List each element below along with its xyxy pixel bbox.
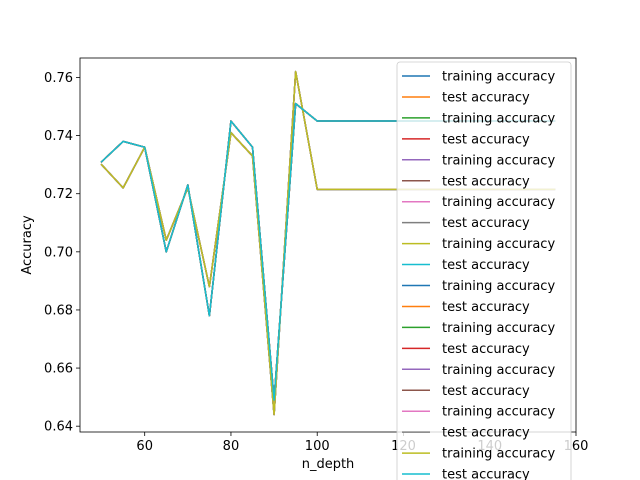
legend-entry-4: test accuracy: [442, 132, 530, 147]
legend-entry-2: test accuracy: [442, 90, 530, 105]
axes-frame: [79, 57, 577, 433]
legend-entry-19: training accuracy: [442, 447, 555, 462]
legend-entry-20: test accuracy: [442, 468, 530, 480]
x-axis-label: n_depth: [302, 457, 355, 472]
legend-entry-16: test accuracy: [442, 384, 530, 399]
legend-entry-9: training accuracy: [442, 237, 555, 252]
legend-entry-10: test accuracy: [442, 258, 530, 273]
legend-entry-14: test accuracy: [442, 342, 530, 357]
legend-entry-12: test accuracy: [442, 300, 530, 315]
x-tick-label-1: 60: [136, 439, 153, 454]
y-tick-label-5: 0.72: [44, 187, 73, 202]
legend-entry-18: test accuracy: [442, 426, 530, 441]
legend-entry-7: training accuracy: [442, 195, 555, 210]
legend-entry-1: training accuracy: [442, 70, 555, 85]
legend-entry-3: training accuracy: [442, 111, 555, 126]
legend-entry-13: training accuracy: [442, 321, 555, 336]
legend-box: [396, 61, 572, 480]
legend-entry-11: training accuracy: [442, 279, 555, 294]
y-tick-label-4: 0.70: [44, 245, 73, 260]
y-tick-label-7: 0.76: [44, 71, 73, 86]
legend: training accuracy test accuracy training a…: [396, 61, 572, 480]
legend-entry-8: test accuracy: [442, 216, 530, 231]
legend-entry-15: training accuracy: [442, 363, 555, 378]
legend-entry-5: training accuracy: [442, 153, 555, 168]
y-tick-label-1: 0.64: [44, 420, 73, 435]
axes-layer: 60801001201401600.640.660.680.700.720.74…: [44, 57, 588, 454]
y-tick-label-2: 0.66: [44, 362, 73, 377]
legend-entry-17: training accuracy: [442, 405, 555, 420]
y-tick-label-3: 0.68: [44, 303, 73, 318]
x-tick-label-2: 80: [223, 439, 240, 454]
legend-entry-6: test accuracy: [442, 174, 530, 189]
y-tick-label-6: 0.74: [44, 129, 73, 144]
y-axis-label: Accuracy: [20, 215, 35, 275]
x-tick-label-3: 100: [305, 439, 330, 454]
